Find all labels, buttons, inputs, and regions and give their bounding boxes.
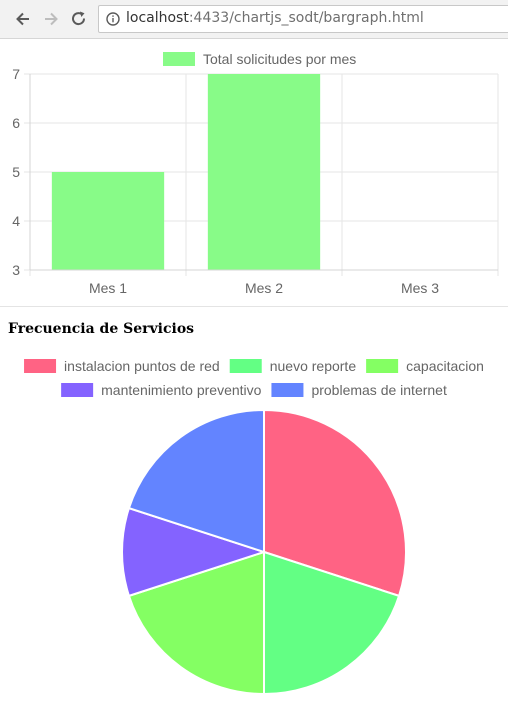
bar-chart: Total solicitudes por mes 3 4 5 6 7 Mes 1 Mes 2… <box>12 51 499 296</box>
address-bar[interactable]: localhost:4433/chartjs_sodt/bargraph.htm… <box>98 5 508 33</box>
pie-legend-item[interactable]: nuevo reporte <box>229 358 357 374</box>
pie-legend-label: problemas de internet <box>311 382 447 398</box>
pie-slice-5[interactable] <box>127 408 265 554</box>
pie-legend-swatch <box>366 359 399 373</box>
y-tick-label: 6 <box>12 115 20 131</box>
divider <box>0 306 508 307</box>
url-text: localhost:4433/chartjs_sodt/bargraph.htm… <box>126 10 424 26</box>
pie-legend-label: instalacion puntos de red <box>64 358 220 374</box>
pie-legend-label: capacitacion <box>406 358 484 374</box>
x-tick-label: Mes 2 <box>245 280 283 296</box>
pie-chart: instalacion puntos de red nuevo reporte ca… <box>24 358 484 696</box>
forward-arrow-icon <box>45 12 58 26</box>
x-tick-label: Mes 3 <box>401 280 439 296</box>
bar-1[interactable] <box>51 172 165 270</box>
pie-slice-3[interactable] <box>127 550 265 696</box>
pie-slice-1[interactable] <box>263 408 407 598</box>
pie-legend-item[interactable]: capacitacion <box>366 358 484 374</box>
back-button[interactable] <box>10 6 36 32</box>
pie-legend-item[interactable]: problemas de internet <box>271 382 447 398</box>
bar-legend[interactable]: Total solicitudes por mes <box>163 51 356 67</box>
y-tick-label: 7 <box>12 66 20 82</box>
url-path: :4433/chartjs_sodt/bargraph.html <box>188 10 424 26</box>
back-arrow-icon <box>16 12 29 26</box>
bar-legend-swatch <box>163 52 195 66</box>
pie-slice-4[interactable] <box>121 506 268 598</box>
reload-icon <box>72 11 86 26</box>
y-tick-label: 3 <box>12 262 20 278</box>
pie-legend-swatch <box>229 359 262 373</box>
pie-legend-item[interactable]: instalacion puntos de red <box>24 358 220 374</box>
bar-2[interactable] <box>207 74 321 270</box>
pie-legend-swatch <box>24 359 57 373</box>
x-tick-label: Mes 1 <box>89 280 127 296</box>
y-tick-label: 4 <box>12 213 20 229</box>
url-host: localhost <box>126 10 189 26</box>
pie-legend-swatch <box>271 383 304 397</box>
browser-toolbar: localhost:4433/chartjs_sodt/bargraph.htm… <box>0 0 508 39</box>
pie-slice-2[interactable] <box>263 550 401 696</box>
info-icon[interactable] <box>106 12 120 26</box>
reload-button[interactable] <box>66 6 92 32</box>
pie-legend-label: nuevo reporte <box>270 358 357 374</box>
bar-legend-label: Total solicitudes por mes <box>203 51 356 67</box>
y-tick-label: 5 <box>12 164 20 180</box>
forward-button[interactable] <box>38 6 64 32</box>
pie-legend-swatch <box>61 383 94 397</box>
pie-legend-item[interactable]: mantenimiento preventivo <box>61 382 262 398</box>
section-title: Frecuencia de Servicios <box>8 321 195 337</box>
pie-legend-label: mantenimiento preventivo <box>101 382 262 398</box>
